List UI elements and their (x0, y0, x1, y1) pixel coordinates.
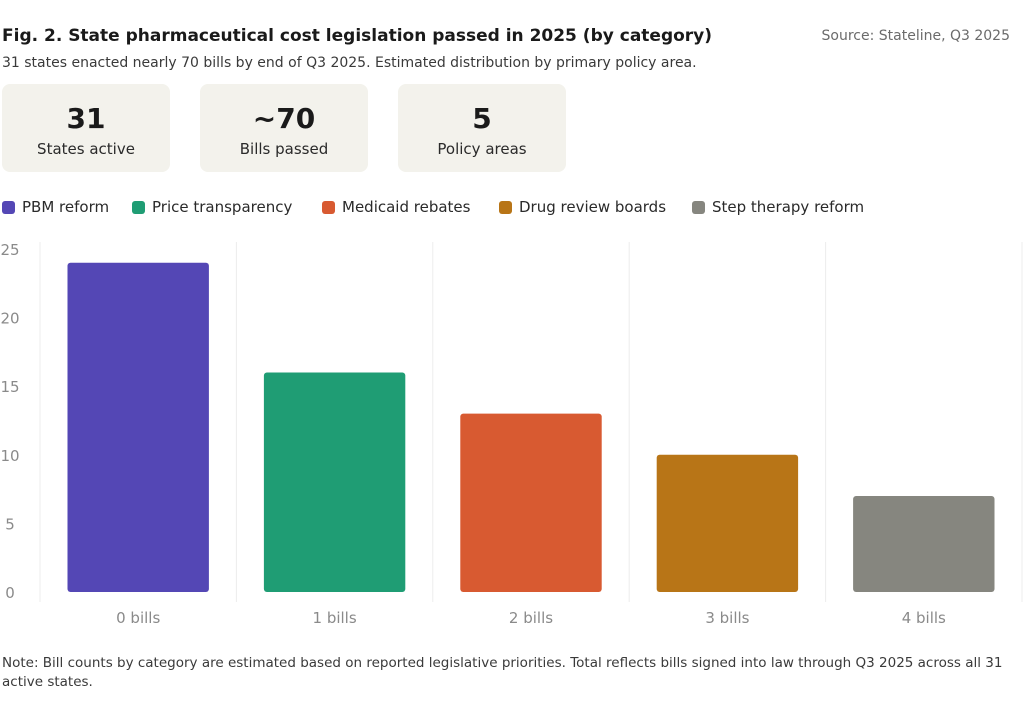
y-tick-label: 0 (5, 584, 15, 602)
y-tick-label: 10 (0, 447, 19, 465)
bar-chart: 0 5 10 15 20 25 0 bills 1 bills 2 bills 3 bills 4 … (0, 241, 1023, 627)
bar-4 (656, 454, 799, 592)
chart-header: Fig. 2. State pharmaceutical cost legisl… (2, 26, 1010, 50)
x-tick-label: 0 bills (116, 609, 160, 627)
stat-value: ~70 (252, 102, 316, 135)
legend-label: Drug review boards (519, 198, 667, 216)
y-tick-label: 25 (0, 241, 19, 259)
legend-swatch (322, 201, 335, 214)
legend-swatch (499, 201, 512, 214)
stat-value: 31 (66, 102, 106, 135)
stat-label: Policy areas (437, 140, 527, 158)
x-tick-label: 3 bills (705, 609, 749, 627)
legend-swatch (132, 201, 145, 214)
x-tick-label: 2 bills (509, 609, 553, 627)
y-tick-label: 20 (0, 310, 19, 328)
bar-3 (460, 413, 602, 592)
stat-label: States active (37, 140, 135, 158)
x-tick-label: 4 bills (902, 609, 946, 627)
bar-2 (263, 372, 406, 592)
legend-swatch (692, 201, 705, 214)
bar-1 (67, 262, 209, 592)
y-tick-label: 15 (0, 378, 19, 396)
x-tick-label: 1 bills (313, 609, 357, 627)
stat-card-states: 31 States active (2, 84, 170, 172)
stat-card-policy-areas: 5 Policy areas (398, 84, 566, 172)
bar-5 (853, 495, 995, 592)
figure-subtitle: 31 states enacted nearly 70 bills by end… (2, 55, 697, 71)
stat-label: Bills passed (239, 140, 329, 158)
legend-label: PBM reform (22, 198, 110, 216)
legend-label: Step therapy reform (712, 198, 865, 216)
legend-swatch (2, 201, 15, 214)
source-label: Source: Stateline, Q3 2025 (821, 28, 1010, 44)
y-tick-label: 5 (5, 515, 15, 533)
figure-title: Fig. 2. State pharmaceutical cost legisl… (2, 26, 713, 46)
legend-label: Medicaid rebates (342, 198, 471, 216)
stat-value: 5 (472, 102, 492, 135)
stat-card-bills: ~70 Bills passed (200, 84, 368, 172)
legend-label: Price transparency (152, 198, 293, 216)
footnote: Note: Bill counts by category are estima… (2, 655, 1003, 690)
